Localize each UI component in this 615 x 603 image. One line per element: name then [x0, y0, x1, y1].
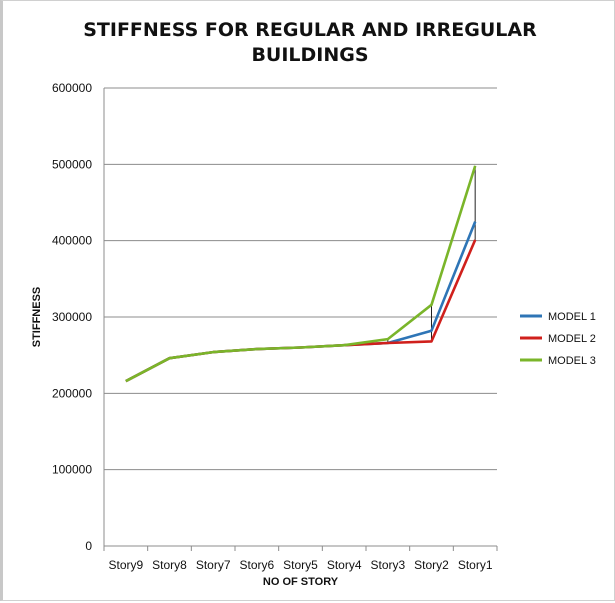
x-tick-label: Story6	[239, 558, 274, 572]
x-axis-title: NO OF STORY	[263, 576, 339, 588]
y-tick-label: 200000	[52, 386, 92, 400]
y-tick-label: 600000	[52, 81, 92, 95]
x-tick-label: Story8	[152, 558, 187, 572]
y-tick-label: 100000	[52, 463, 92, 477]
legend-label: MODEL 3	[548, 355, 596, 367]
x-tick-label: Story1	[458, 558, 493, 572]
x-tick-label: Story2	[414, 558, 449, 572]
legend-label: MODEL 2	[548, 333, 596, 345]
chart-title: STIFFNESS FOR REGULAR AND IRREGULAR BUIL…	[83, 19, 537, 66]
series-line-3	[125, 165, 477, 383]
y-axis-title: STIFFNESS	[31, 287, 43, 348]
x-tick-label: Story5	[283, 558, 318, 572]
y-tick-label: 500000	[52, 157, 92, 171]
legend-label: MODEL 1	[548, 311, 596, 323]
x-tick-label: Story9	[108, 558, 143, 572]
x-tick-label: Story4	[327, 558, 362, 572]
x-tick-label: Story3	[370, 558, 405, 572]
y-tick-label: 0	[85, 539, 92, 553]
y-tick-label: 400000	[52, 234, 92, 248]
y-tick-label: 300000	[52, 310, 92, 324]
x-tick-label: Story7	[196, 558, 231, 572]
